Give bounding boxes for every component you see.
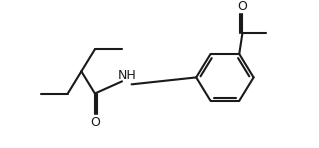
Text: O: O (90, 116, 100, 129)
Text: O: O (238, 0, 247, 13)
Text: NH: NH (117, 69, 136, 82)
